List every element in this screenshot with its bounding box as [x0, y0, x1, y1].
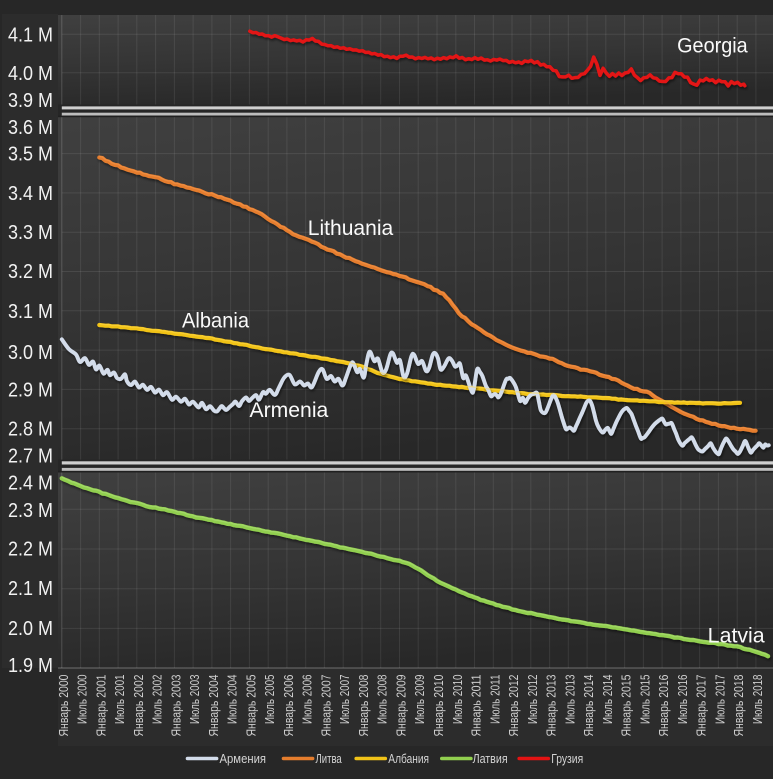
svg-text:Июль 2007: Июль 2007 — [338, 674, 352, 724]
svg-text:2.7 M: 2.7 M — [8, 445, 53, 467]
svg-text:2.0 M: 2.0 M — [8, 618, 53, 640]
svg-text:Январь 2006: Январь 2006 — [282, 674, 296, 736]
svg-text:Июль 2000: Июль 2000 — [76, 674, 90, 724]
svg-text:Armenia: Armenia — [250, 399, 329, 422]
svg-text:Январь 2009: Январь 2009 — [395, 674, 409, 736]
svg-text:Январь 2008: Январь 2008 — [357, 674, 371, 736]
svg-text:Албания: Албания — [388, 752, 429, 766]
svg-text:2.4 M: 2.4 M — [8, 472, 53, 494]
svg-text:Январь 2016: Январь 2016 — [657, 674, 671, 736]
svg-text:Июль 2016: Июль 2016 — [676, 674, 690, 724]
svg-text:4.0 M: 4.0 M — [8, 63, 53, 85]
svg-text:Январь 2001: Январь 2001 — [94, 674, 108, 736]
svg-text:Июль 2011: Июль 2011 — [488, 674, 502, 724]
svg-text:Январь 2013: Январь 2013 — [545, 674, 559, 736]
svg-text:Июль 2001: Июль 2001 — [113, 674, 127, 724]
svg-text:Январь 2015: Январь 2015 — [620, 674, 634, 736]
svg-text:3.0 M: 3.0 M — [8, 342, 53, 364]
svg-text:3.4 M: 3.4 M — [8, 183, 53, 205]
svg-text:2.2 M: 2.2 M — [8, 538, 53, 560]
svg-text:2.3 M: 2.3 M — [8, 500, 53, 522]
svg-text:Июль 2010: Июль 2010 — [451, 674, 465, 724]
svg-text:1.9 M: 1.9 M — [8, 655, 53, 677]
svg-text:Январь 2003: Январь 2003 — [169, 674, 183, 736]
svg-text:3.2 M: 3.2 M — [8, 261, 53, 283]
svg-text:2.1 M: 2.1 M — [8, 578, 53, 600]
svg-text:Latvia: Latvia — [708, 624, 765, 647]
svg-text:Январь 2011: Январь 2011 — [470, 674, 484, 736]
svg-text:Июль 2006: Июль 2006 — [301, 674, 315, 724]
svg-text:Lithuania: Lithuania — [308, 217, 394, 240]
svg-text:2.8 M: 2.8 M — [8, 419, 53, 441]
svg-text:Январь 2014: Январь 2014 — [582, 674, 596, 736]
svg-text:Июль 2013: Июль 2013 — [563, 674, 577, 724]
svg-text:Июль 2012: Июль 2012 — [526, 674, 540, 724]
svg-text:Июль 2009: Июль 2009 — [413, 674, 427, 724]
svg-text:Январь 2018: Январь 2018 — [732, 674, 746, 736]
svg-text:Январь 2002: Январь 2002 — [132, 674, 146, 736]
svg-text:Латвия: Латвия — [473, 752, 508, 766]
svg-text:Июль 2018: Июль 2018 — [751, 674, 765, 724]
svg-text:Январь 2004: Январь 2004 — [207, 674, 221, 736]
svg-text:Январь 2005: Январь 2005 — [244, 674, 258, 736]
svg-text:Литва: Литва — [316, 752, 342, 766]
svg-text:Январь 2007: Январь 2007 — [319, 674, 333, 736]
svg-text:3.9 M: 3.9 M — [8, 90, 53, 112]
svg-text:Июль 2008: Июль 2008 — [376, 674, 390, 724]
svg-text:3.6 M: 3.6 M — [8, 117, 53, 139]
svg-text:4.1 M: 4.1 M — [8, 25, 53, 47]
svg-text:3.3 M: 3.3 M — [8, 222, 53, 244]
svg-text:Армения: Армения — [220, 752, 267, 766]
svg-text:Грузия: Грузия — [551, 752, 583, 766]
svg-text:3.1 M: 3.1 M — [8, 301, 53, 323]
svg-text:Июль 2015: Июль 2015 — [638, 674, 652, 724]
svg-text:Январь 2000: Январь 2000 — [57, 674, 71, 736]
svg-text:Январь 2017: Январь 2017 — [695, 674, 709, 736]
svg-text:Июль 2017: Июль 2017 — [713, 674, 727, 724]
svg-text:Georgia: Georgia — [677, 35, 748, 58]
svg-text:Январь 2012: Январь 2012 — [507, 674, 521, 736]
svg-text:Albania: Albania — [182, 309, 249, 332]
svg-text:Июль 2014: Июль 2014 — [601, 674, 615, 724]
svg-text:Январь 2010: Январь 2010 — [432, 674, 446, 736]
svg-text:Июль 2005: Июль 2005 — [263, 674, 277, 724]
svg-text:2.9 M: 2.9 M — [8, 379, 53, 401]
svg-text:3.5 M: 3.5 M — [8, 144, 53, 166]
svg-text:Июль 2003: Июль 2003 — [188, 674, 202, 724]
svg-text:Июль 2004: Июль 2004 — [226, 674, 240, 724]
svg-text:Июль 2002: Июль 2002 — [151, 674, 165, 724]
